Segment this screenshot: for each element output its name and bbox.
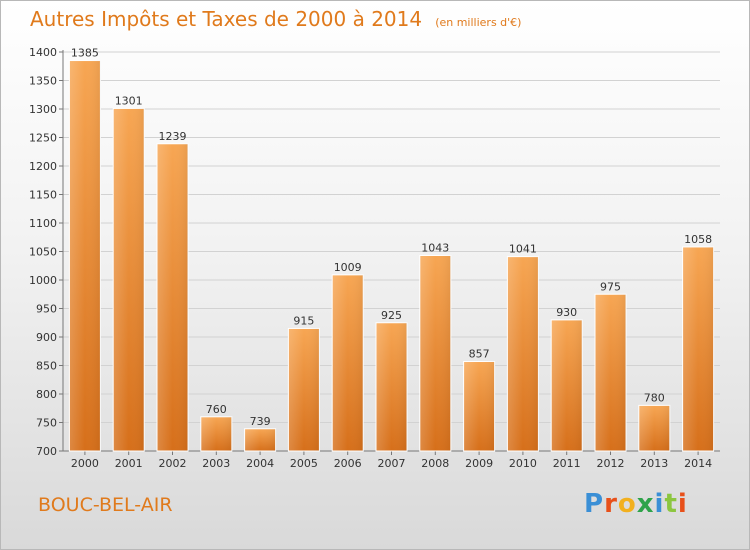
- logo-letter: P: [584, 489, 605, 519]
- x-tick-label: 2009: [465, 457, 493, 470]
- bar-value-label: 975: [600, 280, 621, 293]
- y-tick-label: 1400: [29, 46, 57, 59]
- x-tick-label: 2002: [159, 457, 187, 470]
- bar-shade: [200, 416, 232, 451]
- bar-shade: [332, 274, 364, 451]
- y-tick-label: 950: [36, 303, 57, 316]
- bar-shade: [376, 322, 407, 451]
- y-tick-label: 1200: [29, 160, 57, 173]
- x-tick-label: 2014: [684, 457, 712, 470]
- y-tick-label: 900: [36, 331, 57, 344]
- y-tick-label: 1350: [29, 75, 57, 88]
- bar-value-label: 925: [381, 309, 402, 322]
- y-tick-label: 1250: [29, 132, 57, 145]
- x-tick-label: 2008: [421, 457, 449, 470]
- bar-value-label: 1239: [159, 130, 187, 143]
- chart-title: Autres Impôts et Taxes de 2000 à 2014 (e…: [30, 7, 521, 31]
- bar-value-label: 1058: [684, 233, 712, 246]
- bar-value-label: 780: [644, 391, 665, 404]
- y-tick-label: 800: [36, 388, 57, 401]
- chart-title-main: Autres Impôts et Taxes de 2000 à 2014: [30, 7, 423, 31]
- y-tick-label: 1050: [29, 246, 57, 259]
- bar-shade: [244, 428, 276, 451]
- logo-letter: t: [664, 489, 678, 519]
- y-tick-label: 1150: [29, 189, 57, 202]
- logo-letter: r: [604, 489, 618, 519]
- bar-value-label: 930: [556, 306, 577, 319]
- bar-value-label: 760: [206, 403, 227, 416]
- y-tick-label: 1000: [29, 274, 57, 287]
- logo-letter: x: [636, 489, 655, 519]
- x-tick-label: 2010: [509, 457, 537, 470]
- x-tick-label: 2011: [553, 457, 581, 470]
- logo-letter: i: [677, 489, 688, 519]
- bar-shade: [288, 328, 320, 451]
- bar-value-label: 915: [293, 314, 314, 327]
- y-tick-label: 700: [36, 445, 57, 458]
- bar-shade: [69, 60, 101, 452]
- bar-value-label: 1043: [421, 241, 449, 254]
- logo-letter: i: [654, 489, 665, 519]
- bar-value-label: 857: [469, 348, 490, 361]
- bar-value-label: 1041: [509, 243, 537, 256]
- logo-letter: o: [617, 489, 637, 519]
- x-tick-label: 2007: [378, 457, 406, 470]
- bar-shade: [507, 256, 539, 451]
- x-tick-label: 2004: [246, 457, 274, 470]
- bar-shade: [113, 108, 145, 452]
- city-name: BOUC-BEL-AIR: [38, 494, 173, 516]
- x-tick-label: 2005: [290, 457, 318, 470]
- x-tick-label: 2006: [334, 457, 362, 470]
- y-tick-label: 850: [36, 360, 57, 373]
- y-tick-label: 1100: [29, 217, 57, 230]
- bar-shade: [551, 319, 583, 451]
- bar-shade: [157, 143, 188, 451]
- bar-value-label: 739: [250, 415, 271, 428]
- x-tick-label: 2003: [202, 457, 230, 470]
- y-tick-label: 1300: [29, 103, 57, 116]
- bar-value-label: 1301: [115, 94, 143, 107]
- bar-shade: [595, 294, 626, 451]
- bar-shade: [463, 361, 495, 451]
- x-tick-label: 2001: [115, 457, 143, 470]
- x-tick-label: 2013: [640, 457, 668, 470]
- y-tick-label: 750: [36, 417, 57, 430]
- bar-value-label: 1385: [71, 47, 99, 60]
- x-tick-label: 2000: [71, 457, 99, 470]
- chart-subtitle: (en milliers d'€): [435, 16, 522, 29]
- proxiti-logo[interactable]: Proxiti: [584, 489, 688, 519]
- bar-value-label: 1009: [334, 261, 362, 274]
- bar-shade: [682, 246, 714, 451]
- x-tick-label: 2012: [597, 457, 625, 470]
- bar-shade: [419, 255, 451, 451]
- bar-shade: [638, 405, 670, 451]
